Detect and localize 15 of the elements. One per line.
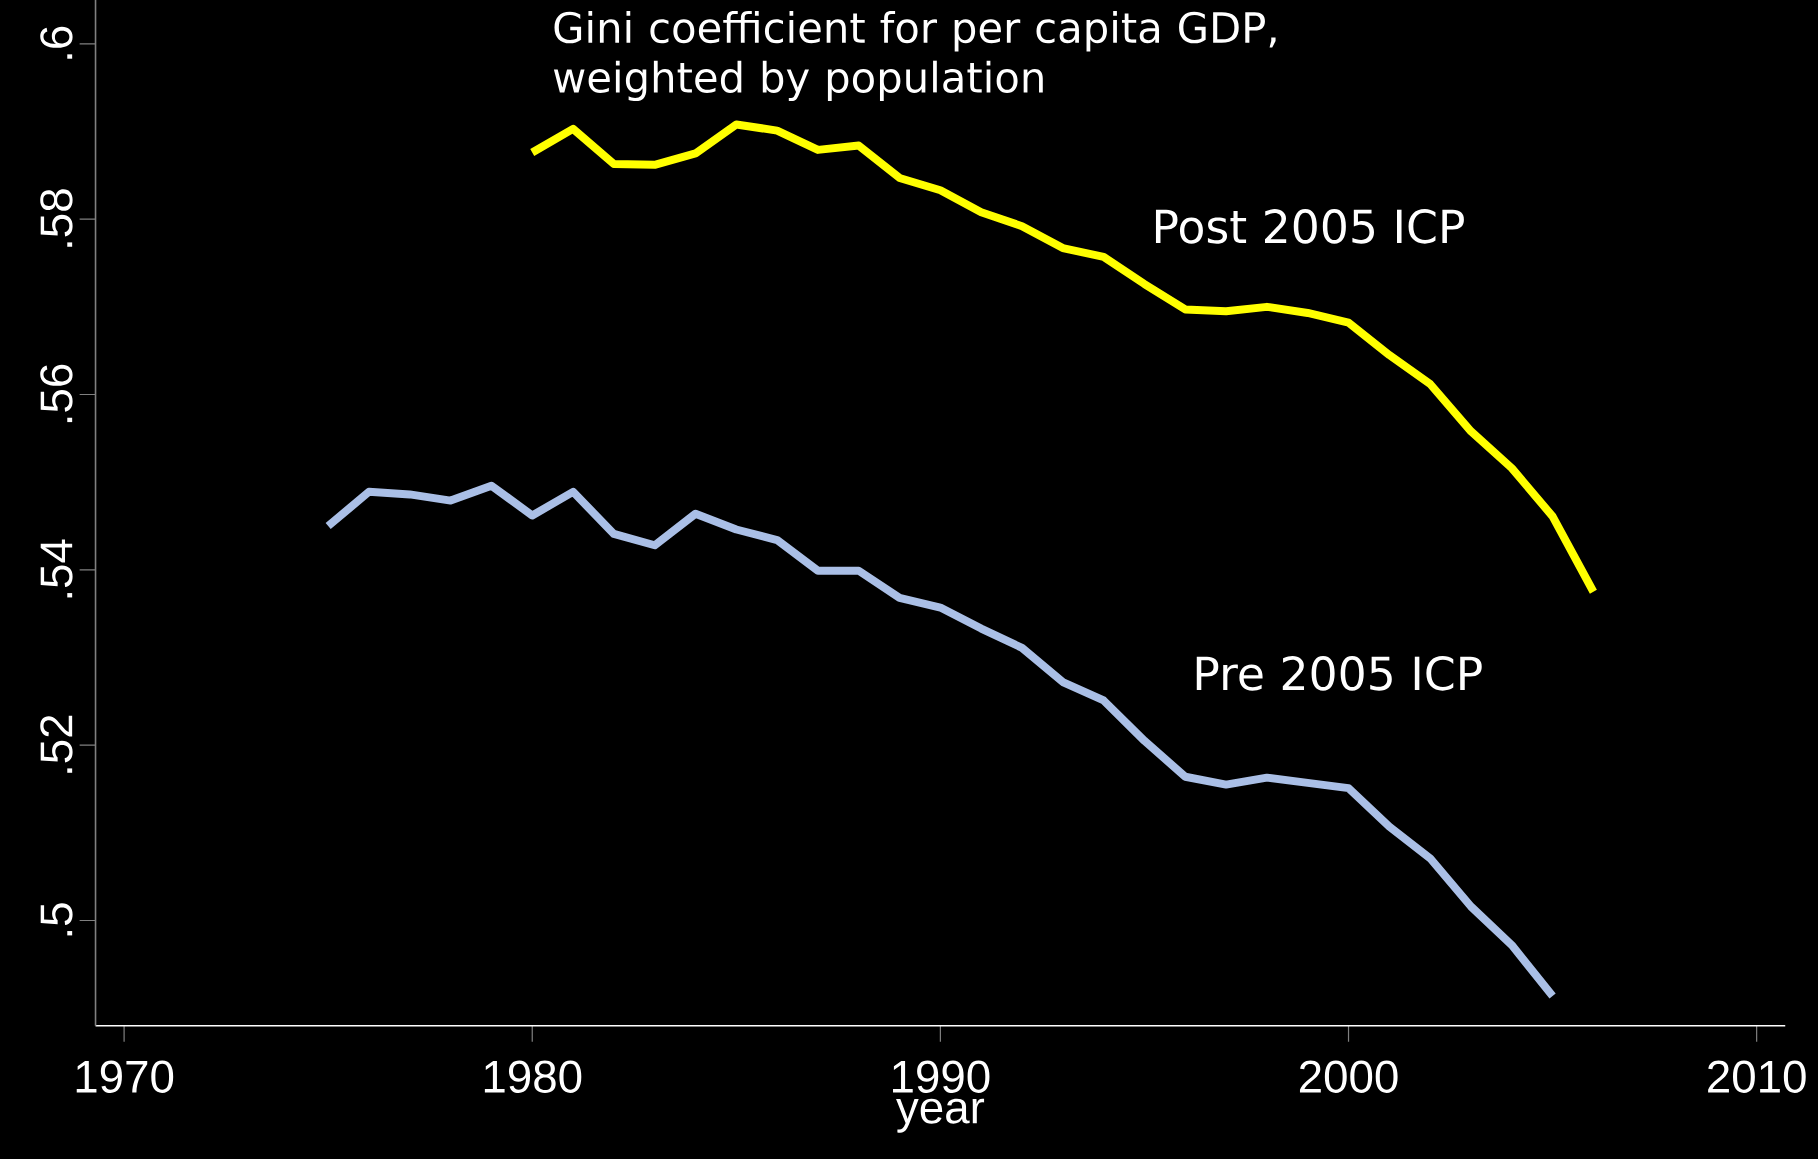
x-tick-label: 1990 <box>893 1060 990 1093</box>
x-tick-label: 1980 <box>484 1060 582 1093</box>
y-tick-label: .56 <box>40 364 73 423</box>
text: Gini coefficient for per capita GDP, weighted by population <box>553 11 1276 102</box>
series-label: Post 2005 ICP <box>1155 209 1464 244</box>
y-tick-label: .5 <box>40 903 73 936</box>
x-tick-label: 2010 <box>1708 1060 1806 1093</box>
y-tick-label: .6 <box>40 26 73 59</box>
x-tick-label: 1970 <box>76 1060 174 1093</box>
y-tick-label: .52 <box>40 715 73 773</box>
y-tick-label: .54 <box>40 539 73 598</box>
series-label: Pre 2005 ICP <box>1196 656 1482 691</box>
y-tick-label: .58 <box>40 189 73 247</box>
x-axis-title: year <box>896 1098 985 1133</box>
x-tick-label: 2000 <box>1299 1060 1398 1093</box>
